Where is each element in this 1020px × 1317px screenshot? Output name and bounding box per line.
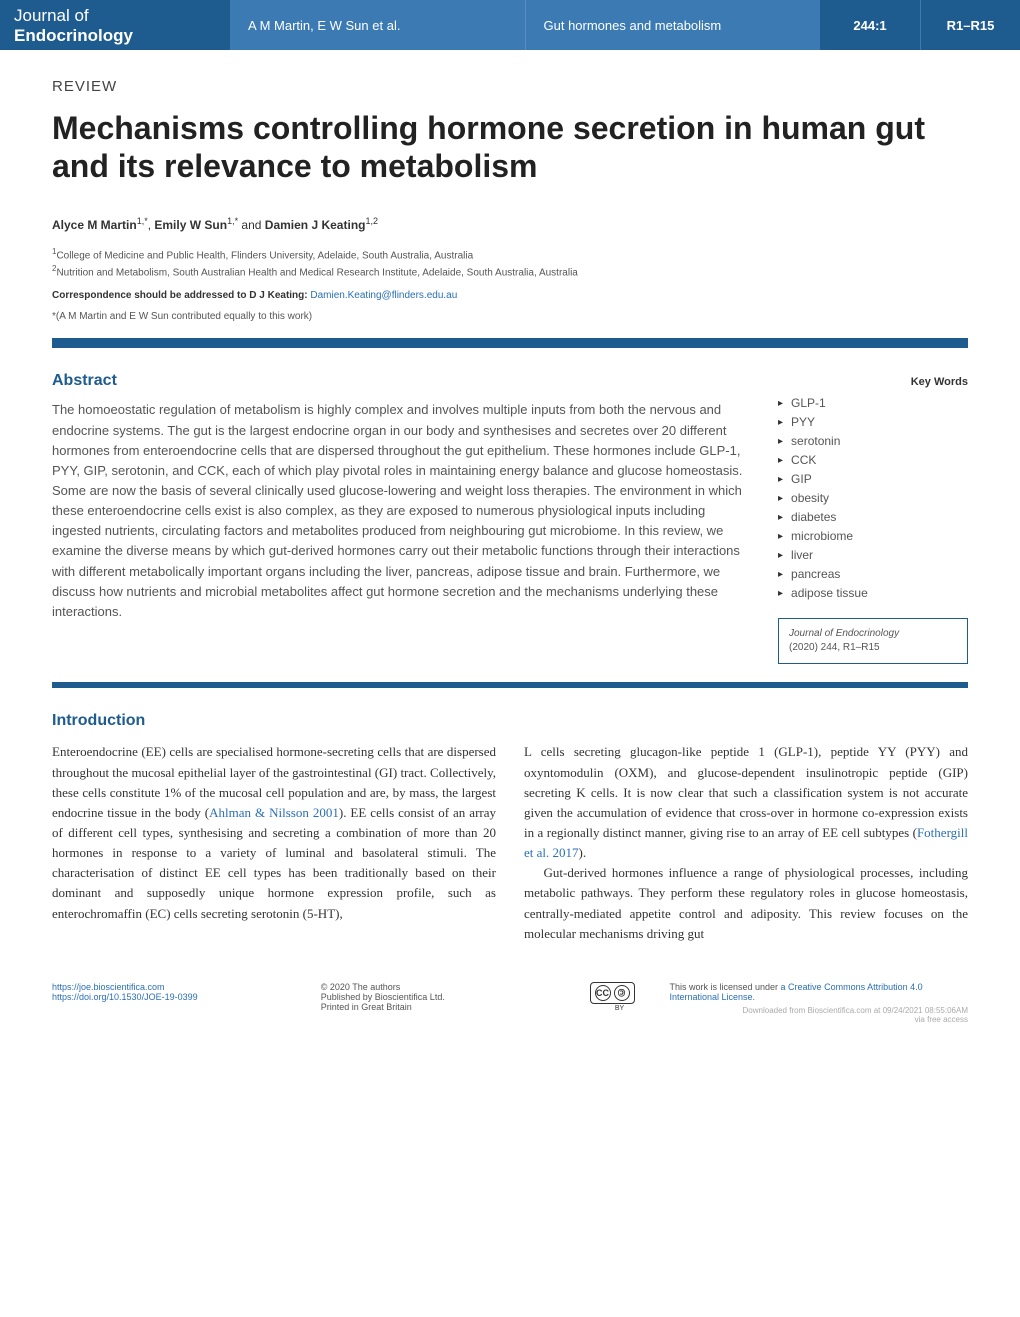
cc-badge-icon: CC 🄯 [590, 982, 635, 1004]
abstract-left: Abstract The homoeostatic regulation of … [52, 372, 754, 664]
footer-printed: Printed in Great Britain [321, 1002, 570, 1012]
keyword-item: adipose tissue [778, 586, 968, 600]
journal-line2: Endocrinology [14, 26, 216, 46]
intro-col-left: Enteroendocrine (EE) cells are specialis… [52, 742, 496, 943]
footer: https://joe.bioscientifica.com https://d… [0, 964, 1020, 1034]
access-text: via free access [670, 1015, 969, 1024]
introduction-section: Introduction Enteroendocrine (EE) cells … [52, 688, 968, 943]
author-list: Alyce M Martin1,*, Emily W Sun1,* and Da… [52, 216, 968, 232]
aff2-text: Nutrition and Metabolism, South Australi… [56, 267, 577, 278]
correspondence: Correspondence should be addressed to D … [52, 290, 968, 301]
keyword-item: pancreas [778, 567, 968, 581]
header-authors: A M Martin, E W Sun et al. [230, 0, 525, 50]
affiliations: 1College of Medicine and Public Health, … [52, 246, 968, 281]
header-bar: Journal of Endocrinology A M Martin, E W… [0, 0, 1020, 50]
keywords-heading: Key Words [778, 376, 968, 388]
abstract-heading: Abstract [52, 372, 754, 390]
author-1-sup: 1,* [137, 216, 148, 226]
article-title: Mechanisms controlling hormone secretion… [52, 109, 968, 186]
header-topic: Gut hormones and metabolism [525, 0, 821, 50]
article-type: REVIEW [52, 78, 968, 95]
cc-icon: CC [595, 985, 611, 1001]
footer-left: https://joe.bioscientifica.com https://d… [52, 982, 301, 1002]
by-icon: 🄯 [614, 985, 630, 1001]
keyword-item: PYY [778, 415, 968, 429]
author-2-sup: 1,* [227, 216, 238, 226]
footer-cc: CC 🄯 BY [590, 982, 650, 1012]
author-3-sup: 1,2 [365, 216, 378, 226]
intro-columns: Enteroendocrine (EE) cells are specialis… [52, 742, 968, 943]
keyword-item: microbiome [778, 529, 968, 543]
keywords-box: Key Words GLP-1 PYY serotonin CCK GIP ob… [778, 372, 968, 664]
citation-box: Journal of Endocrinology (2020) 244, R1–… [778, 618, 968, 664]
correspondence-label: Correspondence should be addressed to D … [52, 290, 310, 301]
footer-copyright: © 2020 The authors [321, 982, 570, 992]
pages-text: R1–R15 [947, 18, 995, 33]
contribution-note: *(A M Martin and E W Sun contributed equ… [52, 311, 968, 322]
intro-text-2b: ). [579, 845, 587, 860]
keyword-item: liver [778, 548, 968, 562]
journal-line1: Journal of [14, 6, 216, 26]
keyword-item: GLP-1 [778, 396, 968, 410]
author-2: Emily W Sun [154, 218, 227, 232]
download-text: Downloaded from Bioscientifica.com at 09… [670, 1006, 969, 1015]
footer-right: This work is licensed under a Creative C… [670, 982, 969, 1024]
citation-year-vol: (2020) 244 [789, 642, 837, 653]
keyword-item: serotonin [778, 434, 968, 448]
footer-doi[interactable]: https://doi.org/10.1530/JOE-19-0399 [52, 992, 301, 1002]
keyword-item: obesity [778, 491, 968, 505]
footer-mid: © 2020 The authors Published by Bioscien… [321, 982, 570, 1012]
license-text: This work is licensed under [670, 982, 781, 992]
author-3: Damien J Keating [265, 218, 366, 232]
cc-by-label: BY [590, 1005, 650, 1012]
download-note: Downloaded from Bioscientifica.com at 09… [670, 1006, 969, 1024]
author-1: Alyce M Martin [52, 218, 137, 232]
header-issue: 244:1 [820, 0, 920, 50]
ref-link-ahlman[interactable]: Ahlman & Nilsson 2001 [209, 805, 339, 820]
citation-journal: Journal of Endocrinology [789, 628, 899, 639]
keyword-item: GIP [778, 472, 968, 486]
divider-bar-top [52, 338, 968, 348]
intro-text-2c: Gut-derived hormones influence a range o… [524, 863, 968, 944]
correspondence-email[interactable]: Damien.Keating@flinders.edu.au [310, 290, 457, 301]
footer-url[interactable]: https://joe.bioscientifica.com [52, 982, 301, 992]
aff1-text: College of Medicine and Public Health, F… [56, 250, 473, 261]
introduction-heading: Introduction [52, 712, 968, 730]
abstract-text: The homoeostatic regulation of metabolis… [52, 400, 754, 622]
footer-publisher: Published by Bioscientifica Ltd. [321, 992, 570, 1002]
keyword-item: diabetes [778, 510, 968, 524]
intro-col-right: L cells secreting glucagon-like peptide … [524, 742, 968, 943]
keyword-item: CCK [778, 453, 968, 467]
abstract-section: Abstract The homoeostatic regulation of … [52, 348, 968, 682]
issue-text: 244:1 [853, 18, 886, 33]
journal-name-box: Journal of Endocrinology [0, 0, 230, 50]
author-conj: and [238, 218, 265, 232]
citation-pages: , R1–R15 [837, 642, 879, 653]
intro-text-1b: ). EE cells consist of an array of diffe… [52, 805, 496, 921]
intro-text-2a: L cells secreting glucagon-like peptide … [524, 744, 968, 840]
content-area: REVIEW Mechanisms controlling hormone se… [0, 50, 1020, 964]
header-pages: R1–R15 [920, 0, 1020, 50]
keyword-list: GLP-1 PYY serotonin CCK GIP obesity diab… [778, 396, 968, 600]
